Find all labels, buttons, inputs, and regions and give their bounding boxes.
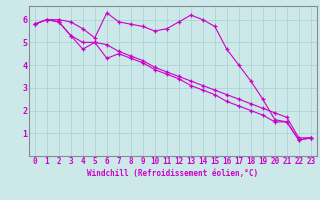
X-axis label: Windchill (Refroidissement éolien,°C): Windchill (Refroidissement éolien,°C) [87, 169, 258, 178]
